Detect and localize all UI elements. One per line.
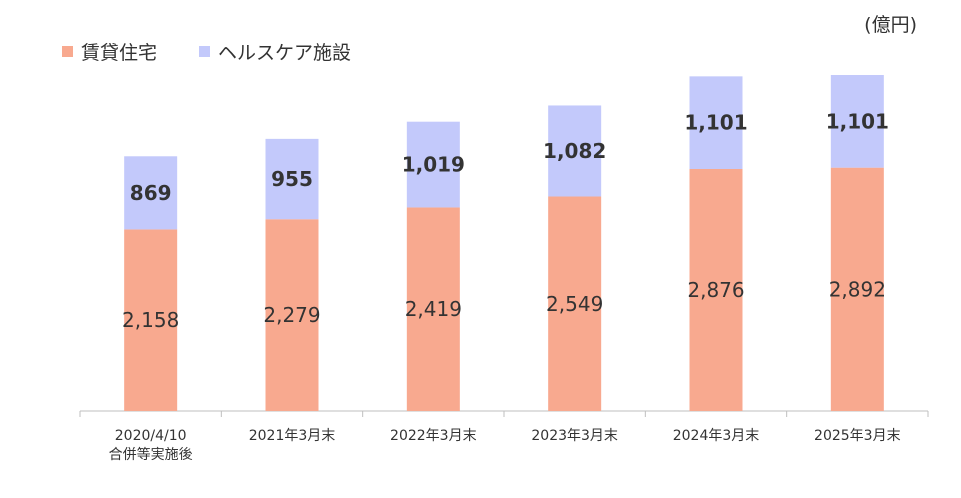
legend-label-rental-housing: 賃貸住宅: [81, 42, 158, 64]
bar-segment-rental-housing: [124, 229, 178, 411]
bar-segment-rental-housing: [830, 167, 884, 411]
legend-swatch-healthcare: [199, 46, 211, 57]
data-label-healthcare: 1,019: [402, 153, 465, 177]
data-label-healthcare: 1,101: [826, 109, 889, 133]
data-label-rental-housing: 2,549: [546, 292, 603, 316]
bar-segment-healthcare: [548, 105, 602, 197]
legend-swatch-rental-housing: [62, 46, 73, 57]
legend-item-healthcare: ヘルスケア施設: [199, 38, 351, 65]
bar-segment-rental-housing: [548, 196, 602, 411]
legend-label-healthcare: ヘルスケア施設: [218, 42, 352, 64]
x-tick-label: 2025年3月末: [814, 428, 901, 444]
x-tick-label: 2023年3月末: [531, 428, 618, 444]
data-label-rental-housing: 2,876: [687, 278, 744, 302]
bar-segment-healthcare: [406, 121, 460, 208]
x-tick-label: 2024年3月末: [673, 428, 760, 444]
bar-segment-rental-housing: [689, 168, 743, 411]
bar-segment-healthcare: [830, 75, 884, 168]
data-label-rental-housing: 2,419: [405, 297, 462, 321]
bar-segment-rental-housing: [406, 207, 460, 411]
legend-item-rental-housing: 賃貸住宅: [62, 38, 157, 65]
data-label-healthcare: 1,101: [684, 111, 747, 135]
bar-segment-healthcare: [689, 76, 743, 169]
x-tick-label: 2020/4/10: [115, 428, 187, 444]
legend: 賃貸住宅 ヘルスケア施設: [62, 38, 393, 65]
data-label-rental-housing: 2,279: [263, 303, 320, 327]
data-label-healthcare: 869: [130, 181, 172, 205]
x-tick-label: 2022年3月末: [390, 428, 477, 444]
data-label-rental-housing: 2,158: [122, 308, 179, 332]
data-label-rental-housing: 2,892: [829, 277, 886, 301]
data-label-healthcare: 1,082: [543, 139, 606, 163]
unit-label: (億円): [864, 14, 917, 36]
x-tick-label: 合併等実施後: [109, 446, 193, 463]
x-tick-label: 2021年3月末: [249, 428, 336, 444]
data-label-healthcare: 955: [271, 167, 313, 191]
bar-segment-healthcare: [124, 156, 178, 230]
bar-segment-rental-housing: [265, 219, 319, 411]
bar-segment-healthcare: [265, 138, 319, 220]
